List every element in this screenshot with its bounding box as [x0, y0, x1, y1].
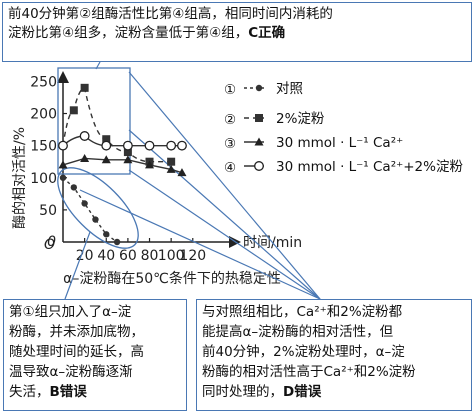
data-point-s4 — [122, 140, 133, 151]
legend-number: ④ — [224, 160, 236, 176]
annotation-right-line: 与对照组相比，Ca²⁺和2%淀粉都 — [202, 304, 403, 320]
data-point-s4 — [79, 131, 90, 141]
annotation-right-verdict: D错误 — [283, 384, 322, 400]
data-point-s4 — [177, 140, 187, 151]
data-point-s3 — [177, 168, 187, 177]
series-s1 — [59, 174, 121, 246]
legend-label: 对照 — [276, 81, 303, 97]
annotation-top-line2-text: 淀粉比第④组多，淀粉含量低于第④组， — [8, 25, 249, 41]
data-point-s3 — [80, 153, 90, 162]
highlight-box-top — [57, 67, 131, 175]
pointer-top — [95, 61, 101, 70]
pointer-right-2 — [128, 71, 321, 300]
series-s4 — [58, 131, 187, 151]
data-point-s4 — [101, 140, 112, 151]
x-tick-label: 100 — [158, 248, 185, 264]
legend-label: 2%淀粉 — [276, 111, 325, 127]
data-point-s4 — [166, 140, 177, 151]
x-tick-label: 120 — [179, 248, 206, 264]
data-point-s2 — [69, 106, 78, 115]
series-layer — [58, 83, 187, 246]
annotation-top-line1: 前40分钟第②组酶活性比第④组高，相同时间内消耗的 — [8, 6, 333, 22]
annotation-left-verdict: B错误 — [49, 384, 87, 400]
annotation-left-last-text: 失活， — [9, 384, 50, 400]
annotation-left-line: 随处理时间的延长，高 — [9, 344, 144, 360]
annotation-top: 前40分钟第②组酶活性比第④组高，相同时间内消耗的 淀粉比第④组多，淀粉含量低于… — [2, 2, 472, 62]
data-point-s2 — [123, 148, 132, 157]
data-point-s1 — [103, 231, 110, 238]
y-tick-label: 200 — [30, 107, 57, 123]
data-point-s3 — [101, 155, 111, 164]
legend-marker — [254, 137, 264, 146]
annotation-top-line2: 淀粉比第④组多，淀粉含量低于第④组，C正确 — [8, 24, 466, 43]
data-point-s1 — [70, 184, 78, 191]
data-point-s4 — [58, 140, 68, 151]
annotation-right-line: 前40分钟，2%淀粉处理时，α–淀 — [202, 344, 405, 360]
legend-label: 30 mmol · L⁻¹ Ca²⁺ — [276, 135, 403, 151]
annotation-top-verdict: C正确 — [248, 25, 286, 41]
origin-label: O — [44, 237, 55, 253]
y-tick-label: 250 — [30, 74, 57, 90]
highlight-ellipse-left — [57, 167, 139, 249]
y-tick-label: 0 — [47, 234, 56, 250]
chart-title: α–淀粉酶在50℃条件下的热稳定性 — [63, 270, 281, 287]
annotation-right-line: 同时处理的，D错误 — [202, 382, 466, 402]
legend-number: ② — [224, 112, 236, 128]
y-tick-label: 150 — [30, 139, 57, 155]
annotation-left-line: 第①组只加入了α–淀 — [9, 304, 132, 320]
annotation-left-line: 温导致α–淀粉酶逐渐 — [9, 364, 133, 380]
data-point-s1 — [92, 216, 99, 223]
annotation-left-line: 粉酶，并未添加底物， — [9, 324, 144, 340]
y-tick-label: 50 — [39, 203, 57, 219]
annotation-right-last-text: 同时处理的， — [202, 384, 283, 400]
pointer-right-3 — [128, 129, 321, 300]
legend-number: ③ — [224, 136, 236, 152]
annotation-left: 第①组只加入了α–淀 粉酶，并未添加底物， 随处理时间的延长，高 温导致α–淀粉… — [3, 299, 187, 411]
series-line-s2 — [62, 87, 172, 163]
data-point-s2 — [167, 157, 176, 166]
data-point-s1 — [113, 238, 121, 246]
legend-marker — [255, 114, 263, 122]
data-point-s3 — [58, 160, 68, 169]
data-point-s1 — [81, 200, 88, 207]
legend: ① 对照 ② 2%淀粉 ③ 30 mmol · L⁻¹ Ca²⁺ ④ 30 mmol · L⁻… — [224, 81, 463, 176]
data-point-s1 — [59, 174, 67, 181]
legend-marker — [254, 161, 264, 171]
data-point-s3 — [123, 155, 133, 164]
y-tick-label: 100 — [30, 171, 57, 187]
legend-label: 30 mmol · L⁻¹ Ca²⁺+2%淀粉 — [276, 159, 463, 175]
data-point-s2 — [80, 83, 89, 92]
data-point-s4 — [144, 140, 155, 151]
y-ticks: 0 50 100 150 200 250 — [30, 74, 67, 250]
x-tick-label: 40 — [97, 248, 115, 264]
data-point-s3 — [145, 160, 155, 169]
data-point-s2 — [102, 135, 111, 144]
data-point-s3 — [166, 164, 176, 173]
y-axis-label: 酶的相对活性/% — [12, 127, 28, 229]
annotation-right-line: 粉酶的相对活性高于Ca²⁺和2%淀粉 — [202, 364, 416, 380]
annotation-right: 与对照组相比，Ca²⁺和2%淀粉都 能提高α–淀粉酶的相对活性，但 前40分钟，… — [196, 299, 472, 411]
pointer-right-4 — [79, 189, 321, 300]
annotation-right-line: 能提高α–淀粉酶的相对活性，但 — [202, 324, 394, 340]
x-tick-label: 80 — [141, 248, 159, 264]
pointer-right-1 — [128, 169, 321, 300]
x-tick-label: 60 — [119, 248, 137, 264]
series-s3 — [58, 153, 187, 177]
series-s2 — [62, 83, 176, 166]
legend-number: ① — [224, 82, 236, 98]
pointer-left — [64, 231, 91, 300]
legend-marker — [255, 84, 263, 92]
annotation-left-line: 失活，B错误 — [9, 382, 181, 402]
